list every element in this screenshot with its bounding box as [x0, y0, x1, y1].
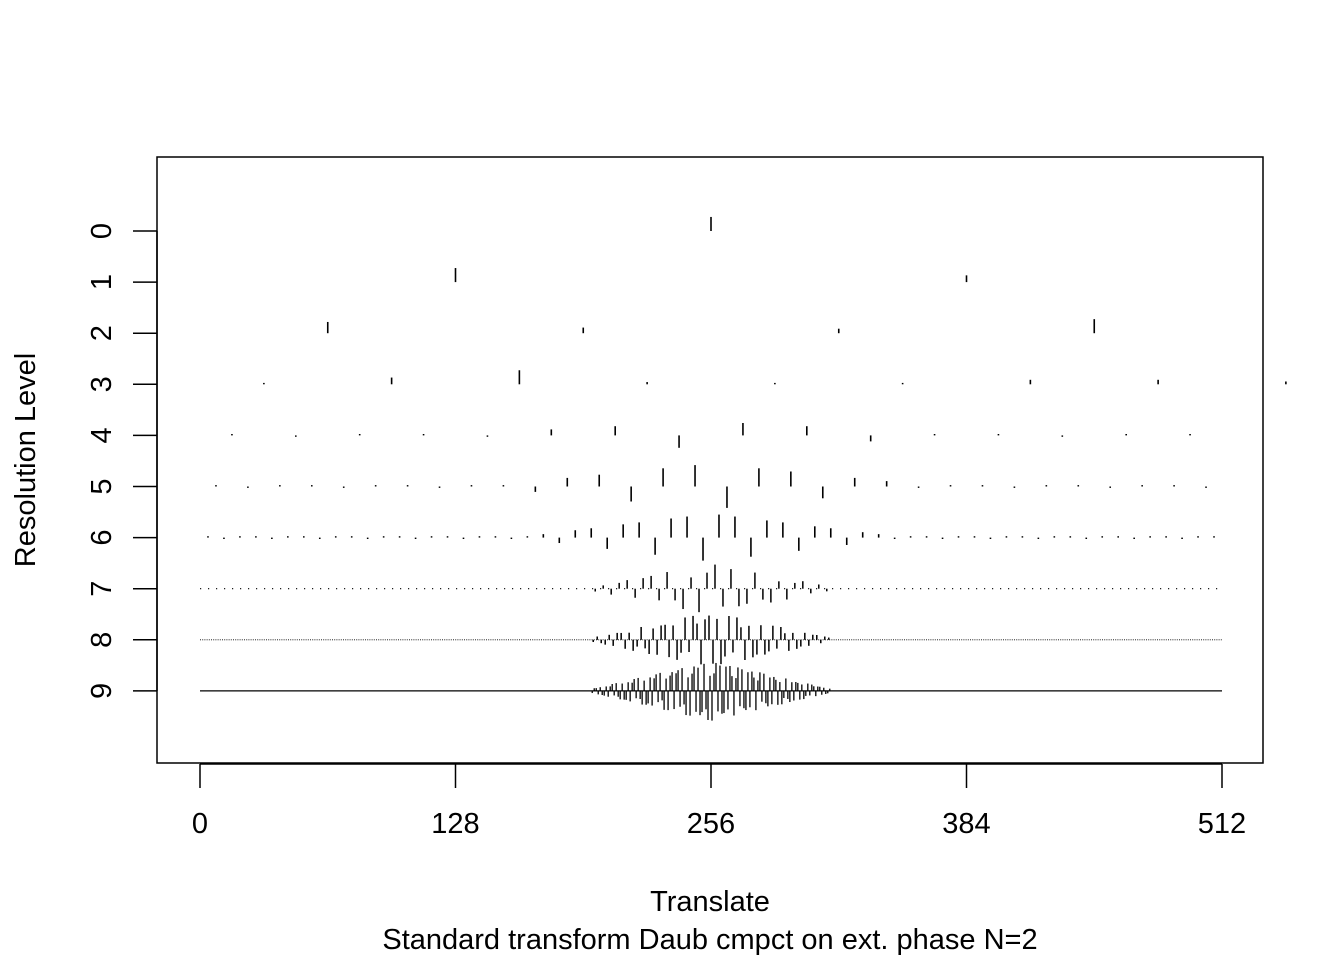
- x-tick-label: 0: [192, 808, 208, 840]
- y-tick-label: 1: [86, 274, 118, 290]
- y-tick-label: 2: [86, 325, 118, 341]
- x-tick-label: 256: [687, 808, 735, 840]
- y-tick-label: 5: [86, 478, 118, 494]
- chart-subtitle: Standard transform Daub cmpct on ext. ph…: [382, 924, 1037, 956]
- y-axis-label: Resolution Level: [10, 353, 42, 567]
- y-tick-label: 9: [86, 683, 118, 699]
- x-axis: 0 128 256 384 512: [192, 763, 1246, 840]
- plot-frame: [156, 156, 1264, 764]
- y-tick-label: 3: [86, 376, 118, 392]
- coefficient-bars: [263, 216, 1287, 385]
- x-axis-label: Translate: [650, 886, 770, 918]
- y-axis: 0 1 2 3 4 5 6 7 8 9: [86, 223, 158, 699]
- x-tick-label: 384: [942, 808, 990, 840]
- y-tick-label: 4: [86, 427, 118, 443]
- y-tick-label: 6: [86, 530, 118, 546]
- y-tick-label: 7: [86, 581, 118, 597]
- y-tick-label: 0: [86, 223, 118, 239]
- y-tick-label: 8: [86, 632, 118, 648]
- level-baselines: [200, 423, 1222, 721]
- x-tick-label: 128: [431, 808, 479, 840]
- x-tick-label: 512: [1198, 808, 1246, 840]
